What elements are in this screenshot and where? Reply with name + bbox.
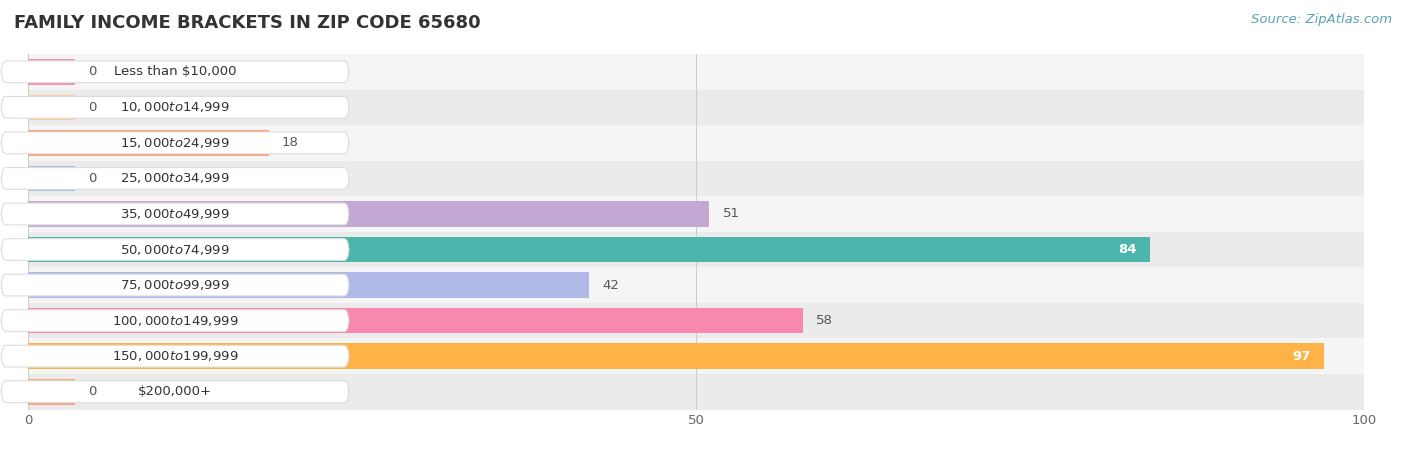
Text: 0: 0 <box>89 101 97 114</box>
Text: 0: 0 <box>89 385 97 398</box>
Bar <box>28 379 75 405</box>
FancyBboxPatch shape <box>1 132 349 154</box>
Bar <box>28 201 710 227</box>
FancyBboxPatch shape <box>1 345 349 367</box>
Text: 58: 58 <box>817 314 834 327</box>
Text: $25,000 to $34,999: $25,000 to $34,999 <box>120 171 231 185</box>
Bar <box>28 94 75 120</box>
Bar <box>28 343 1324 369</box>
Text: 84: 84 <box>1118 243 1136 256</box>
Bar <box>28 130 269 156</box>
Text: FAMILY INCOME BRACKETS IN ZIP CODE 65680: FAMILY INCOME BRACKETS IN ZIP CODE 65680 <box>14 14 481 32</box>
Bar <box>28 272 589 298</box>
Text: $150,000 to $199,999: $150,000 to $199,999 <box>112 349 238 363</box>
FancyBboxPatch shape <box>1 310 349 332</box>
Bar <box>28 338 1364 374</box>
Text: $15,000 to $24,999: $15,000 to $24,999 <box>120 136 231 150</box>
Text: $100,000 to $149,999: $100,000 to $149,999 <box>112 314 238 328</box>
Text: $200,000+: $200,000+ <box>138 385 212 398</box>
Text: $35,000 to $49,999: $35,000 to $49,999 <box>120 207 231 221</box>
Bar <box>28 374 1364 410</box>
Bar <box>28 90 1364 125</box>
Text: $50,000 to $74,999: $50,000 to $74,999 <box>120 243 231 256</box>
Text: $75,000 to $99,999: $75,000 to $99,999 <box>120 278 231 292</box>
FancyBboxPatch shape <box>1 238 349 261</box>
Bar <box>28 196 1364 232</box>
FancyBboxPatch shape <box>1 381 349 403</box>
Bar <box>28 161 1364 196</box>
FancyBboxPatch shape <box>1 96 349 118</box>
Bar <box>28 166 75 191</box>
FancyBboxPatch shape <box>1 274 349 296</box>
Bar <box>28 232 1364 267</box>
Text: Source: ZipAtlas.com: Source: ZipAtlas.com <box>1251 14 1392 27</box>
Bar <box>28 237 1150 262</box>
Bar <box>28 59 75 85</box>
Bar <box>28 125 1364 161</box>
Bar <box>28 267 1364 303</box>
Bar <box>28 308 803 333</box>
Text: 0: 0 <box>89 172 97 185</box>
FancyBboxPatch shape <box>1 61 349 83</box>
Text: 97: 97 <box>1292 350 1310 363</box>
Text: 51: 51 <box>723 207 740 220</box>
Text: Less than $10,000: Less than $10,000 <box>114 65 236 78</box>
Text: $10,000 to $14,999: $10,000 to $14,999 <box>120 100 231 114</box>
Bar <box>28 303 1364 338</box>
FancyBboxPatch shape <box>1 203 349 225</box>
Bar <box>28 54 1364 90</box>
Text: 42: 42 <box>603 279 620 292</box>
Text: 18: 18 <box>281 136 299 149</box>
Text: 0: 0 <box>89 65 97 78</box>
FancyBboxPatch shape <box>1 167 349 189</box>
